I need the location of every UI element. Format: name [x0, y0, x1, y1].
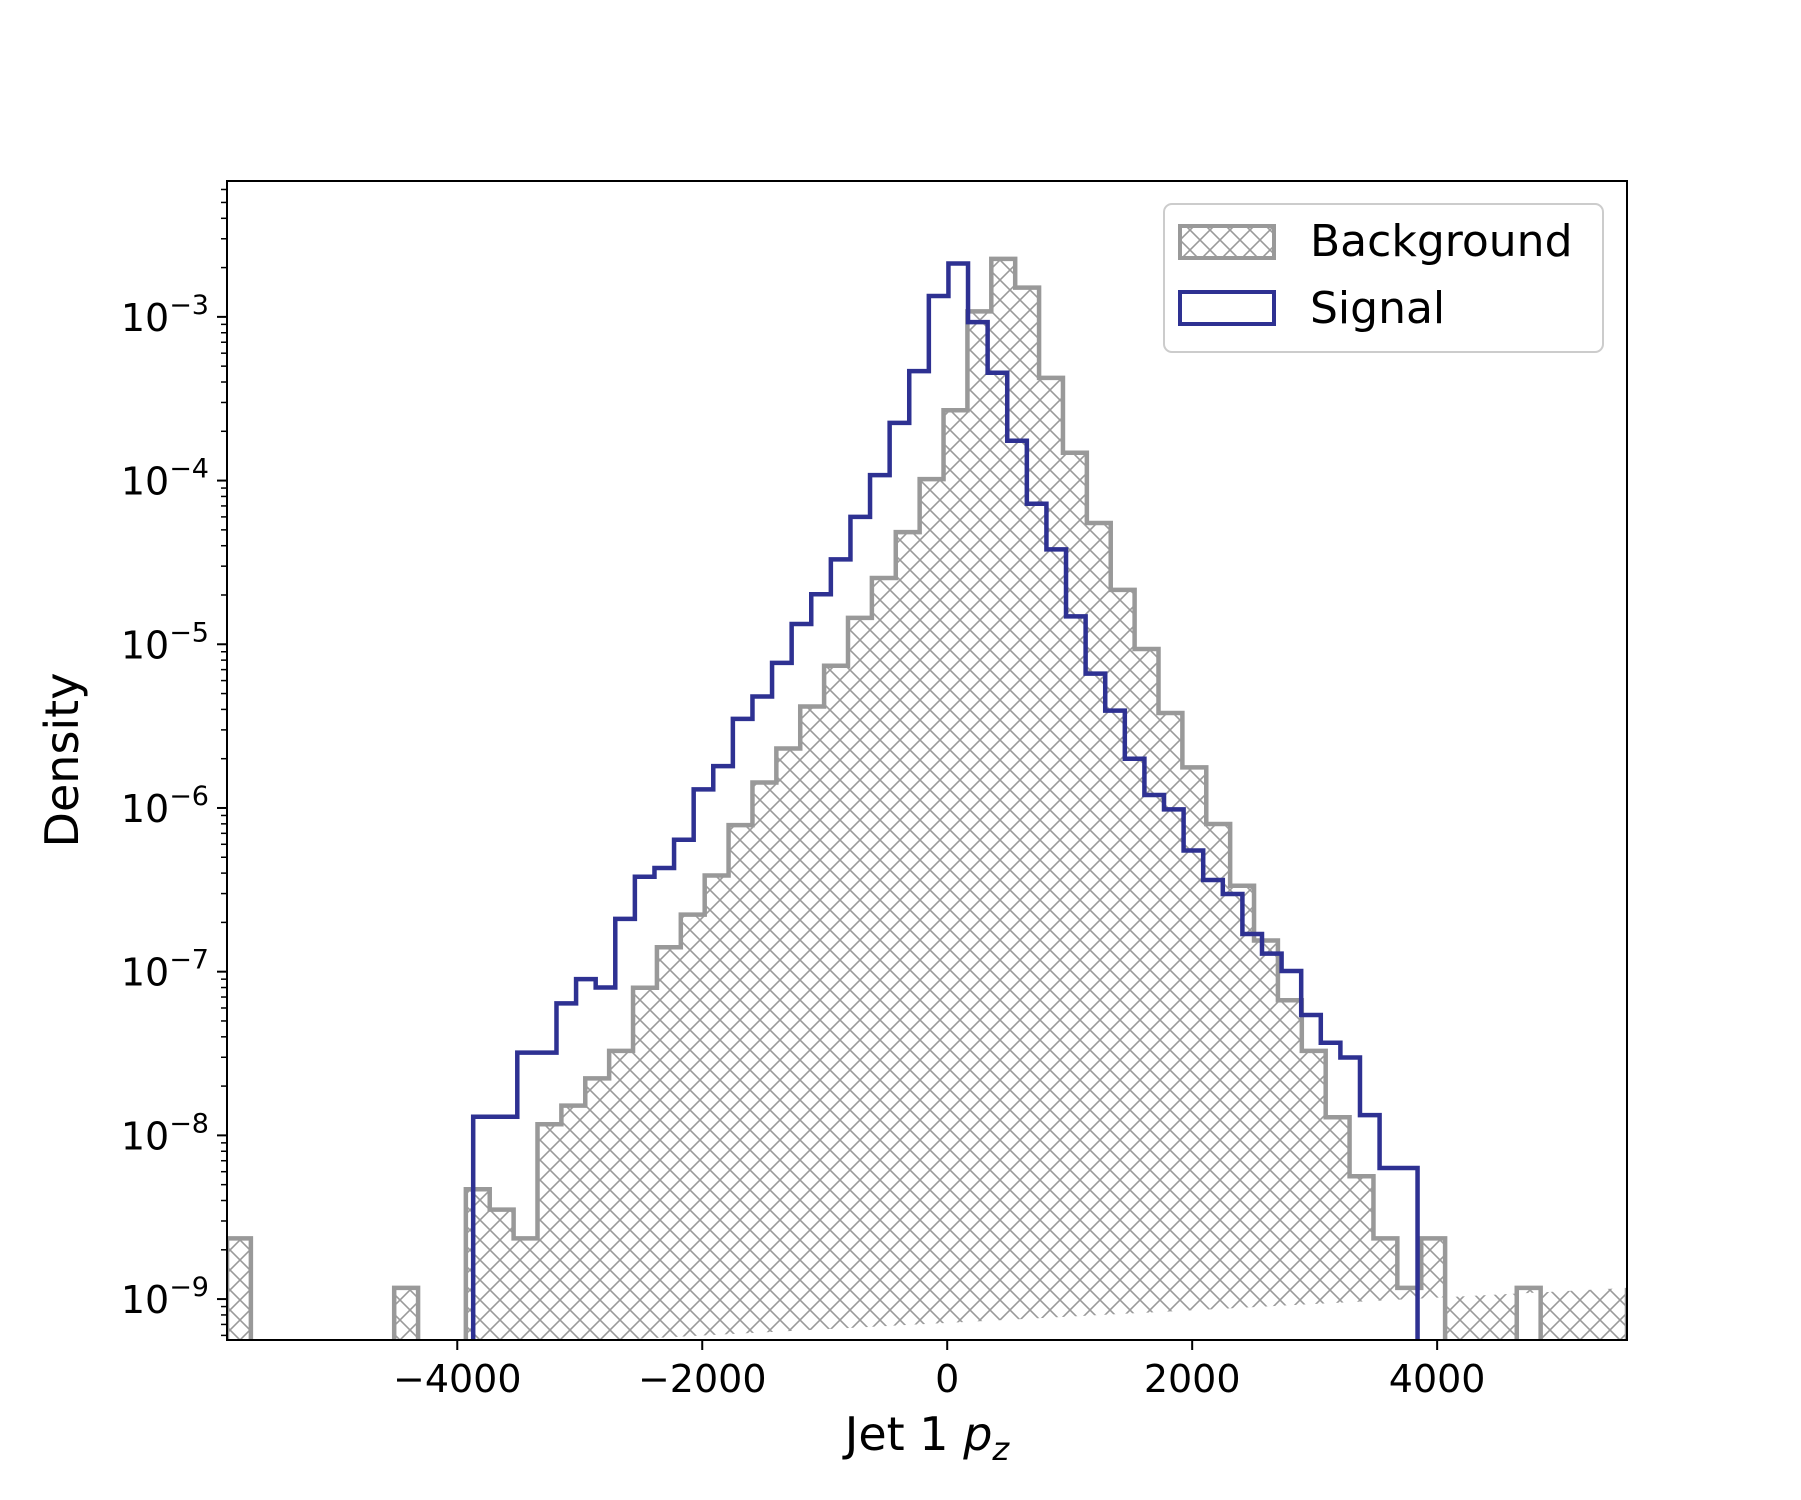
y-tick-label: 10−8 [121, 1108, 209, 1158]
x-tick-label: −4000 [393, 1357, 522, 1401]
y-axis-label: Density [35, 673, 89, 848]
x-tick-label: 4000 [1389, 1357, 1486, 1401]
legend-label-signal: Signal [1310, 283, 1445, 334]
x-tick-label: 2000 [1144, 1357, 1241, 1401]
background-histogram-line [227, 256, 1627, 1340]
x-axis-label: Jet 1 pz [842, 1407, 1011, 1468]
legend-label-background: Background [1310, 216, 1573, 267]
y-tick-label: 10−5 [121, 617, 209, 667]
y-tick-label: 10−6 [121, 781, 209, 831]
legend-swatch-signal [1178, 290, 1276, 326]
background-hatch-fill [227, 258, 1627, 1340]
signal-histogram-line [470, 261, 1420, 1340]
y-tick-label: 10−9 [121, 1272, 209, 1322]
legend: Background Signal [1163, 203, 1604, 353]
x-tick-label: 0 [935, 1357, 959, 1401]
plot-frame [226, 180, 1628, 1341]
legend-swatch-background [1178, 224, 1276, 260]
y-tick-label: 10−4 [121, 454, 209, 504]
x-tick-label: −2000 [638, 1357, 767, 1401]
y-tick-label: 10−3 [121, 290, 209, 340]
y-tick-label: 10−7 [121, 945, 209, 995]
